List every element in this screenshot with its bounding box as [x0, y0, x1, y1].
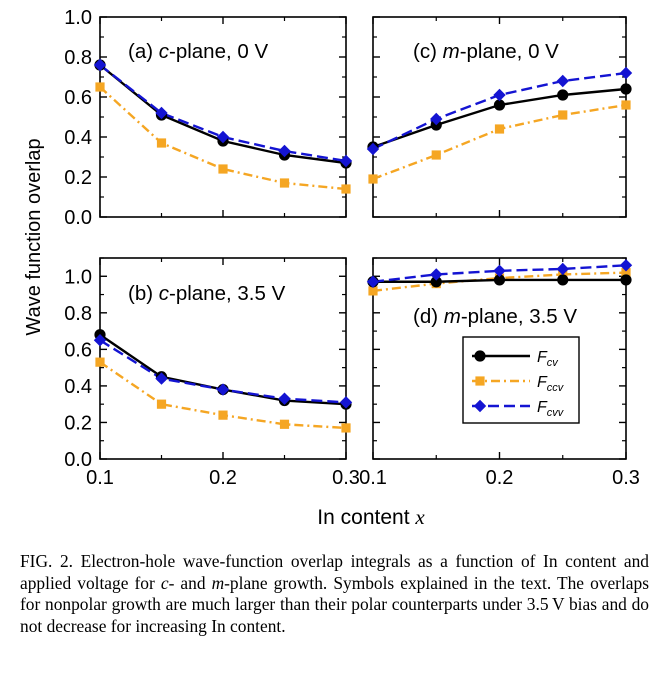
x-tick-label: 0.2 [209, 467, 237, 489]
y-axis-label: Wave function overlap [23, 138, 45, 335]
point-ccv [156, 138, 167, 148]
point-ccv [95, 357, 105, 367]
point-cvv [216, 130, 230, 144]
point-cv [557, 89, 569, 101]
point-cvv [155, 106, 168, 120]
point-cvv [619, 259, 633, 272]
point-ccv [494, 124, 505, 134]
point-cv [557, 274, 569, 286]
panel-title: (d) m-plane, 3.5 V [413, 305, 577, 328]
x-tick-label: 0.3 [612, 467, 640, 489]
point-ccv [279, 419, 290, 429]
panel-c: (c) m-plane, 0 V [366, 16, 633, 218]
point-cv [620, 274, 632, 286]
point-cv [620, 83, 632, 95]
point-ccv [279, 178, 290, 188]
caption-text: Electron-hole wave-function overlap inte… [20, 551, 649, 636]
point-cvv [493, 264, 506, 277]
panel-title: (b) c-plane, 3.5 V [128, 282, 286, 305]
point-ccv [368, 286, 378, 296]
point-ccv [431, 150, 441, 160]
y-tick-label: 0.2 [64, 167, 92, 189]
point-ccv [341, 184, 351, 194]
x-tick-label: 0.1 [86, 467, 114, 489]
series-line-cvv [99, 64, 347, 163]
point-ccv [156, 399, 167, 409]
point-cvv [278, 144, 291, 158]
series-line-cvv [372, 71, 627, 151]
series-line-ccv [372, 103, 627, 181]
series-line-cv [99, 64, 347, 165]
series-line-ccv [99, 86, 347, 191]
y-tick-label: 0.0 [64, 449, 92, 471]
y-tick-label: 1.0 [64, 266, 92, 288]
point-cvv [339, 396, 353, 409]
figure-caption: FIG. 2. Electron-hole wave-function over… [20, 551, 649, 637]
legend-marker-cv [474, 350, 486, 362]
point-ccv [341, 423, 351, 433]
point-ccv [218, 164, 228, 174]
point-cvv [339, 154, 353, 168]
legend: Fcv Fccv Fcvv [462, 336, 580, 424]
panel-d: 0.1 0.2 0.3 (d) m-plane, 3.5 V [359, 257, 640, 489]
point-cvv [430, 112, 443, 126]
point-cv [493, 99, 506, 111]
point-cvv [366, 275, 380, 288]
x-tick-label: 0.2 [486, 467, 514, 489]
point-cvv [493, 88, 506, 102]
panel-b: 0.0 0.2 0.4 0.6 0.8 1.0 0.1 0.2 0.3 (b) c-plane, … [64, 257, 360, 489]
legend-marker-cvv [473, 399, 487, 413]
legend-label-cv: Fcv [537, 349, 559, 369]
y-tick-label: 0.8 [64, 303, 92, 325]
point-cvv [556, 262, 569, 276]
y-tick-label: 0.8 [64, 47, 92, 69]
point-ccv [558, 110, 568, 120]
point-ccv [368, 174, 378, 184]
y-tick-label: 0.0 [64, 207, 92, 229]
point-cvv [155, 372, 168, 385]
point-ccv [621, 268, 631, 278]
point-cvv [216, 383, 230, 396]
point-ccv [621, 100, 631, 110]
y-tick-label: 0.6 [64, 339, 92, 361]
point-cvv [619, 66, 633, 80]
y-tick-label: 0.4 [64, 376, 92, 398]
series-line-cvv [372, 264, 627, 283]
x-axis-label: In content x [317, 505, 425, 529]
y-tick-label: 0.2 [64, 412, 92, 434]
panel-a: 0.0 0.2 0.4 0.6 0.8 1.0 (a) c-plane, 0 V [64, 7, 353, 229]
point-cvv [93, 58, 107, 72]
point-cvv [278, 392, 291, 405]
caption-label: FIG. 2. [20, 551, 73, 571]
y-tick-label: 1.0 [64, 7, 92, 29]
point-ccv [95, 82, 105, 92]
panels: 0.0 0.2 0.4 0.6 0.8 1.0 (a) c-plane, 0 V 0.0 0.2… [64, 7, 640, 489]
point-cvv [93, 334, 107, 347]
legend-marker-ccv [475, 376, 485, 386]
point-cvv [366, 142, 380, 156]
point-cvv [430, 268, 443, 281]
x-tick-label: 0.1 [359, 467, 387, 489]
x-tick-label: 0.3 [332, 467, 360, 489]
y-tick-label: 0.6 [64, 87, 92, 109]
panel-title: (a) c-plane, 0 V [128, 40, 268, 63]
point-ccv [218, 410, 228, 420]
y-tick-label: 0.4 [64, 127, 92, 149]
legend-label-ccv: Fccv [537, 374, 565, 394]
panel-title: (c) m-plane, 0 V [413, 40, 559, 63]
legend-label-cvv: Fcvv [537, 399, 565, 419]
point-cvv [556, 74, 569, 88]
figure: 0.0 0.2 0.4 0.6 0.8 1.0 (a) c-plane, 0 V 0.0 0.2… [23, 7, 640, 529]
